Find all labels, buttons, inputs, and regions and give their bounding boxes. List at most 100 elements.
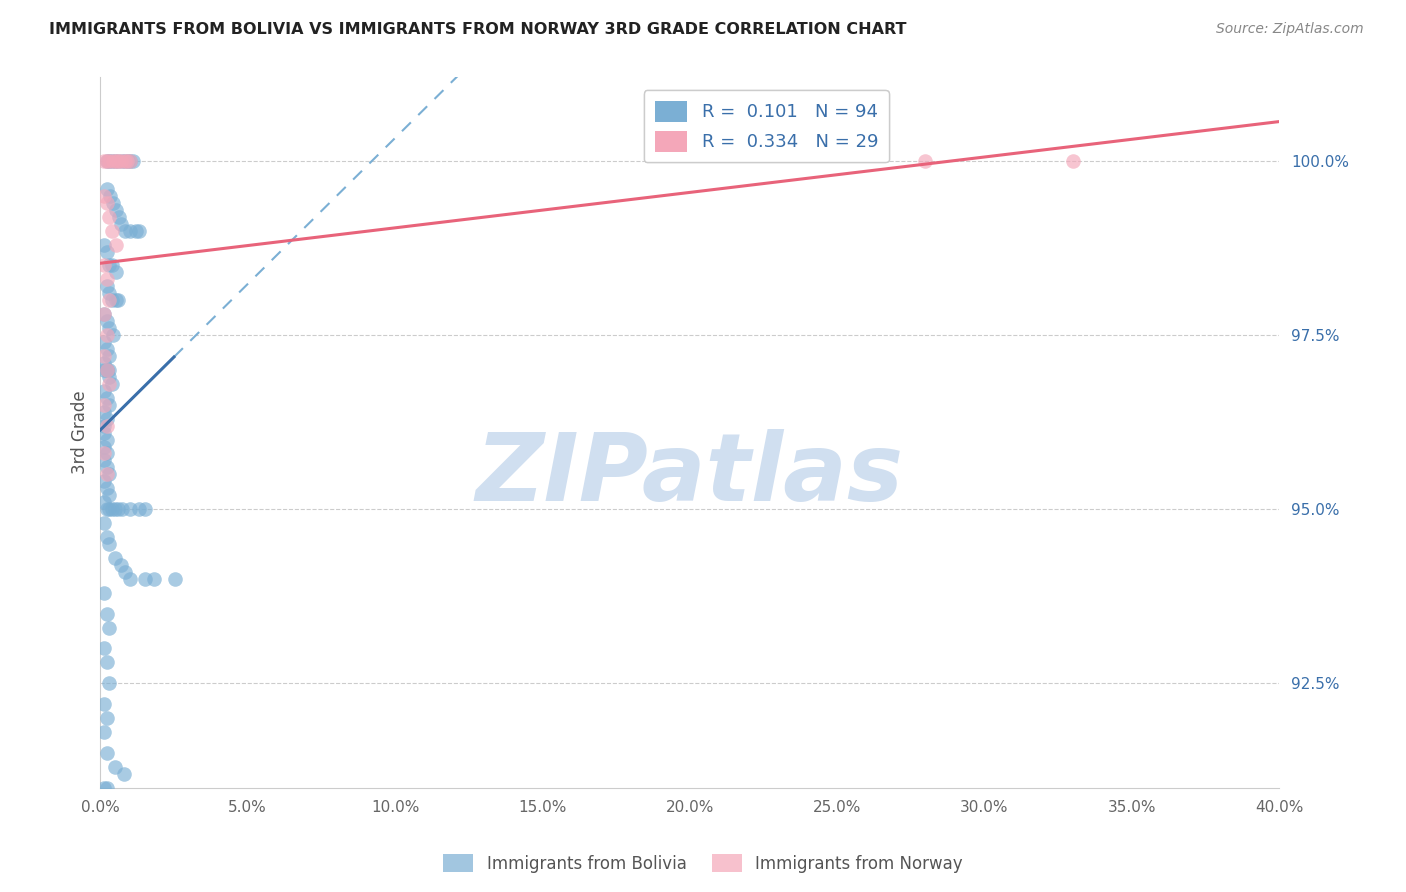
Point bbox=[96, 467, 118, 482]
Point bbox=[96, 411, 118, 425]
Point bbox=[96, 154, 118, 169]
Point bbox=[110, 154, 132, 169]
Point bbox=[117, 154, 139, 169]
Point bbox=[96, 363, 118, 377]
Point bbox=[110, 154, 132, 169]
Point bbox=[93, 398, 115, 412]
Text: ZIPatlas: ZIPatlas bbox=[475, 429, 904, 521]
Point bbox=[101, 293, 124, 308]
Point bbox=[101, 154, 124, 169]
Point bbox=[122, 154, 145, 169]
Point bbox=[96, 460, 118, 475]
Point bbox=[98, 154, 121, 169]
Point bbox=[107, 293, 129, 308]
Point bbox=[96, 342, 118, 356]
Point bbox=[101, 259, 124, 273]
Point bbox=[104, 154, 127, 169]
Point bbox=[114, 565, 136, 579]
Point bbox=[96, 279, 118, 293]
Point bbox=[914, 154, 936, 169]
Point bbox=[98, 621, 121, 635]
Point bbox=[96, 391, 118, 405]
Point bbox=[96, 656, 118, 670]
Point bbox=[93, 725, 115, 739]
Point bbox=[93, 307, 115, 321]
Point bbox=[93, 446, 115, 460]
Point bbox=[96, 446, 118, 460]
Point bbox=[107, 154, 129, 169]
Point bbox=[1062, 154, 1084, 169]
Point bbox=[93, 237, 115, 252]
Point bbox=[128, 502, 150, 516]
Point bbox=[110, 502, 132, 516]
Point bbox=[98, 189, 121, 203]
Point bbox=[93, 189, 115, 203]
Point bbox=[98, 154, 121, 169]
Point bbox=[117, 154, 139, 169]
Point bbox=[112, 767, 135, 781]
Point bbox=[93, 418, 115, 433]
Point bbox=[96, 530, 118, 544]
Point bbox=[104, 293, 127, 308]
Legend: Immigrants from Bolivia, Immigrants from Norway: Immigrants from Bolivia, Immigrants from… bbox=[437, 847, 969, 880]
Point bbox=[101, 376, 124, 391]
Point bbox=[107, 502, 129, 516]
Text: Source: ZipAtlas.com: Source: ZipAtlas.com bbox=[1216, 22, 1364, 37]
Point bbox=[98, 398, 121, 412]
Text: IMMIGRANTS FROM BOLIVIA VS IMMIGRANTS FROM NORWAY 3RD GRADE CORRELATION CHART: IMMIGRANTS FROM BOLIVIA VS IMMIGRANTS FR… bbox=[49, 22, 907, 37]
Point bbox=[114, 224, 136, 238]
Point bbox=[98, 321, 121, 335]
Point bbox=[93, 363, 115, 377]
Point bbox=[114, 154, 136, 169]
Point bbox=[104, 202, 127, 217]
Point bbox=[96, 433, 118, 447]
Point bbox=[114, 154, 136, 169]
Point bbox=[96, 481, 118, 495]
Point bbox=[96, 328, 118, 343]
Point bbox=[104, 265, 127, 279]
Point bbox=[98, 349, 121, 363]
Point bbox=[96, 272, 118, 286]
Point bbox=[93, 349, 115, 363]
Point bbox=[104, 154, 127, 169]
Point bbox=[93, 259, 115, 273]
Y-axis label: 3rd Grade: 3rd Grade bbox=[72, 391, 89, 475]
Point bbox=[96, 502, 118, 516]
Point bbox=[104, 502, 127, 516]
Point bbox=[120, 502, 142, 516]
Point bbox=[98, 293, 121, 308]
Point bbox=[93, 495, 115, 509]
Point bbox=[93, 356, 115, 370]
Point bbox=[163, 572, 186, 586]
Point bbox=[98, 363, 121, 377]
Point bbox=[120, 224, 142, 238]
Point bbox=[96, 244, 118, 259]
Point bbox=[96, 363, 118, 377]
Point bbox=[96, 314, 118, 328]
Point bbox=[93, 154, 115, 169]
Point bbox=[125, 224, 148, 238]
Point bbox=[120, 572, 142, 586]
Point bbox=[96, 780, 118, 795]
Point bbox=[128, 224, 150, 238]
Point bbox=[98, 210, 121, 224]
Point bbox=[98, 286, 121, 301]
Point bbox=[120, 154, 142, 169]
Point bbox=[104, 760, 127, 774]
Point bbox=[101, 328, 124, 343]
Legend: R =  0.101   N = 94, R =  0.334   N = 29: R = 0.101 N = 94, R = 0.334 N = 29 bbox=[644, 90, 889, 162]
Point bbox=[96, 154, 118, 169]
Point bbox=[98, 370, 121, 384]
Point bbox=[134, 572, 156, 586]
Point bbox=[98, 259, 121, 273]
Point bbox=[93, 440, 115, 454]
Point bbox=[110, 558, 132, 572]
Point bbox=[93, 780, 115, 795]
Point bbox=[101, 154, 124, 169]
Point bbox=[93, 334, 115, 349]
Point bbox=[93, 516, 115, 530]
Point bbox=[96, 195, 118, 210]
Point bbox=[98, 467, 121, 482]
Point bbox=[120, 154, 142, 169]
Point bbox=[101, 224, 124, 238]
